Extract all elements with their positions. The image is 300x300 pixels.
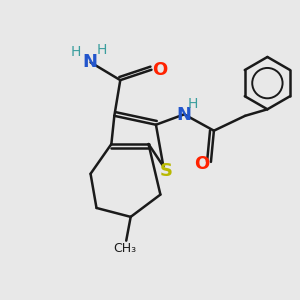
Text: H: H: [70, 45, 81, 59]
Text: H: H: [97, 43, 107, 57]
Text: O: O: [152, 61, 167, 79]
Text: H: H: [187, 97, 198, 111]
Text: N: N: [177, 106, 192, 124]
Text: O: O: [194, 155, 210, 173]
Text: N: N: [82, 53, 98, 71]
Text: CH₃: CH₃: [113, 242, 136, 255]
Text: S: S: [160, 162, 173, 180]
